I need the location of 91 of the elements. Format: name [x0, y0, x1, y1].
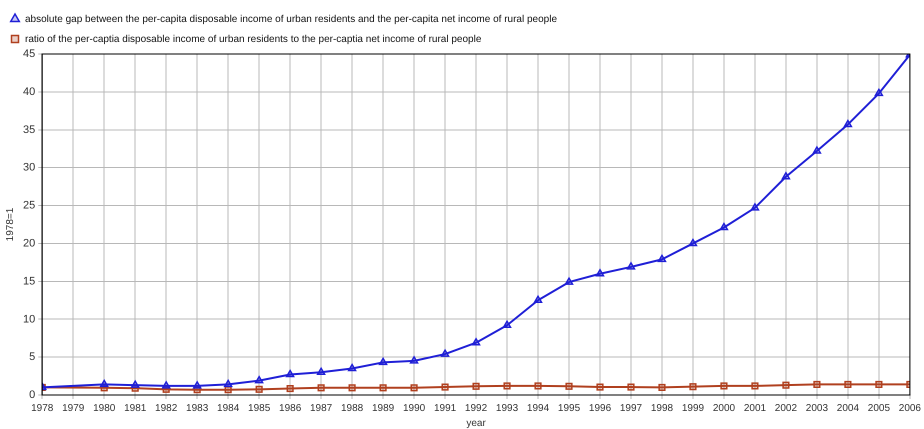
- x-tick-label: 1984: [217, 402, 240, 414]
- y-tick-label: 20: [22, 237, 36, 250]
- point: [658, 254, 666, 262]
- point: [380, 384, 387, 392]
- point: [318, 384, 325, 392]
- point: [316, 368, 326, 376]
- point: [844, 380, 852, 388]
- point: [782, 382, 790, 389]
- point: [224, 386, 232, 394]
- y-tick-label: 5: [29, 351, 36, 364]
- point: [750, 203, 760, 211]
- point: [874, 88, 884, 96]
- point: [626, 262, 636, 270]
- y-tick-label: 25: [22, 200, 36, 212]
- point: [720, 382, 728, 390]
- x-tick-label: 1991: [434, 402, 457, 414]
- x-tick-label: 1999: [682, 402, 705, 414]
- point: [286, 370, 294, 378]
- point: [502, 320, 512, 328]
- point: [596, 383, 604, 391]
- y-tick-label: 15: [22, 275, 36, 288]
- point: [472, 338, 480, 346]
- point: [689, 383, 697, 390]
- point: [410, 356, 418, 364]
- point: [565, 382, 573, 390]
- x-tick-label: 2005: [868, 402, 890, 414]
- x-tick-label: 2003: [806, 402, 828, 414]
- x-tick-label: 1983: [186, 402, 209, 414]
- point: [812, 146, 822, 154]
- x-tick-label: 1988: [340, 402, 364, 414]
- x-tick-label: 1996: [588, 402, 612, 414]
- x-tick-label: 1982: [155, 402, 178, 414]
- x-tick-label: 1979: [62, 402, 85, 414]
- point: [441, 383, 449, 391]
- x-tick-label: 1978: [31, 402, 54, 414]
- x-tick-label: 2002: [774, 402, 798, 414]
- x-tick-label: 1993: [496, 402, 519, 414]
- point: [192, 381, 202, 389]
- point: [534, 296, 542, 304]
- x-tick-label: 1990: [402, 402, 426, 414]
- x-tick-label: 2000: [712, 402, 736, 414]
- point: [875, 380, 882, 388]
- y-tick-label: 40: [22, 86, 36, 98]
- point: [751, 382, 759, 390]
- x-tick-label: 1980: [93, 402, 116, 414]
- point: [348, 364, 356, 372]
- point: [162, 381, 170, 389]
- point: [286, 384, 294, 392]
- point: [534, 382, 542, 390]
- x-tick-label: 2004: [836, 402, 860, 414]
- x-tick-label: 1987: [310, 402, 333, 414]
- point: [254, 376, 264, 384]
- point: [844, 120, 852, 128]
- x-tick-label: 1981: [124, 402, 147, 414]
- x-tick-label: 1985: [248, 402, 271, 414]
- point: [348, 384, 356, 392]
- point: [627, 383, 635, 391]
- point: [130, 380, 140, 388]
- x-axis-title: year: [466, 418, 486, 429]
- point: [720, 222, 728, 230]
- legend-label: ratio of the per-captia disposable income of urban residents to the per-captia net income of rural people: [25, 34, 482, 45]
- point: [440, 349, 450, 357]
- point: [564, 277, 574, 285]
- point: [224, 380, 232, 388]
- point: [410, 384, 418, 392]
- point: [100, 380, 108, 388]
- x-tick-label: 1994: [526, 402, 550, 414]
- y-tick-label: 45: [22, 48, 36, 60]
- x-tick-label: 2006: [898, 402, 922, 414]
- point: [378, 358, 388, 366]
- point: [256, 386, 263, 393]
- legend-label: absolute gap between the per-capita disposable income of urban residents and the per-capita net income of rural people: [25, 14, 558, 25]
- y-tick-label: 10: [22, 313, 36, 326]
- x-tick-label: 1997: [620, 402, 643, 414]
- y-tick-label: 0: [29, 389, 36, 402]
- y-axis-title: 1978=1: [4, 207, 16, 242]
- point: [472, 382, 480, 390]
- point: [503, 382, 511, 390]
- x-tick-label: 1992: [464, 402, 488, 414]
- x-tick-label: 1989: [372, 402, 395, 414]
- x-tick-label: 2001: [744, 402, 766, 414]
- point: [688, 238, 698, 246]
- x-tick-label: 1998: [650, 402, 674, 414]
- y-tick-label: 35: [22, 124, 36, 136]
- x-tick-label: 1986: [279, 402, 302, 414]
- point: [658, 384, 666, 391]
- y-tick-label: 30: [22, 162, 36, 174]
- point: [782, 172, 790, 180]
- point: [596, 269, 604, 277]
- point: [813, 380, 820, 388]
- x-tick-label: 1995: [558, 402, 581, 414]
